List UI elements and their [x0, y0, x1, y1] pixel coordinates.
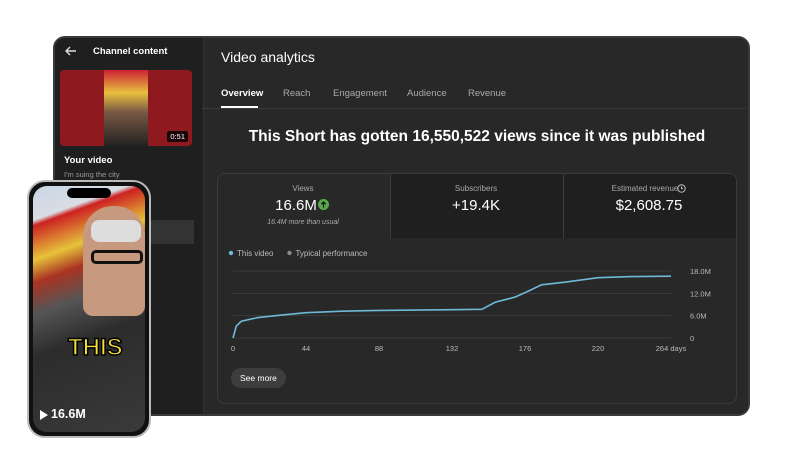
phone-caption: THIS — [67, 333, 123, 362]
tab[interactable]: Reach — [283, 88, 311, 99]
metric-value: +19.4K — [452, 197, 500, 214]
glasses — [91, 250, 143, 264]
headline: This Short has gotten 16,550,522 views s… — [248, 128, 706, 145]
legend-dot — [228, 250, 234, 256]
tab[interactable]: Overview — [221, 88, 264, 99]
x-tick-label: 132 — [446, 344, 459, 353]
phone-video — [33, 186, 145, 432]
see-more-button[interactable]: See more — [231, 368, 286, 388]
thumbnail-image — [104, 70, 148, 146]
duration: 0:51 — [167, 131, 188, 142]
x-tick-label: 220 — [592, 344, 605, 353]
tab-underline — [221, 106, 258, 108]
bandana — [91, 220, 141, 242]
page-title: Video analytics — [221, 49, 315, 65]
metrics-card — [217, 173, 737, 404]
tab[interactable]: Engagement — [333, 88, 387, 99]
back-arrow[interactable] — [64, 44, 78, 58]
y-tick-label: 18.0M — [690, 267, 711, 276]
phone-views: 16.6M — [51, 407, 86, 421]
phone-notch — [67, 188, 111, 198]
chart: This video Typical performance 0 6.0M 12.0M 1… — [228, 249, 711, 353]
y-tick-label: 0 — [690, 334, 694, 343]
video-title: I'm suing the city — [64, 170, 120, 179]
up-icon — [318, 199, 329, 210]
x-tick-label: 44 — [302, 344, 310, 353]
legend-label: This video — [237, 249, 274, 258]
y-tick-label: 6.0M — [690, 312, 707, 321]
legend-label: Typical performance — [295, 249, 368, 258]
x-tick-label: 88 — [375, 344, 383, 353]
metric-label: Estimated revenue — [611, 184, 679, 193]
metric-label: Views — [292, 184, 314, 193]
metric-note: 16.4M more than usual — [267, 219, 339, 226]
x-tick-label: 176 — [519, 344, 532, 353]
metric-value: 16.6M — [275, 197, 317, 214]
metric-value: $2,608.75 — [615, 197, 683, 214]
sidebar-title: Channel content — [93, 46, 168, 57]
nav-highlight — [150, 220, 194, 244]
section-title: Your video — [64, 155, 113, 166]
metric-selected — [218, 174, 390, 238]
play-icon — [40, 410, 48, 420]
thumbnail[interactable]: 0:51 — [60, 70, 192, 146]
x-tick-label: 0 — [231, 344, 235, 353]
y-tick-label: 12.0M — [690, 289, 711, 298]
legend-dot — [287, 250, 292, 256]
line — [232, 275, 672, 339]
metric-divider — [563, 174, 564, 238]
x-tick-label: 264 days — [656, 344, 687, 353]
tabs-divider — [202, 108, 746, 109]
metric-label: Subscribers — [454, 184, 498, 193]
tab[interactable]: Audience — [407, 88, 447, 99]
tab[interactable]: Revenue — [468, 88, 507, 99]
phone — [27, 180, 151, 438]
clock-icon — [677, 184, 686, 193]
